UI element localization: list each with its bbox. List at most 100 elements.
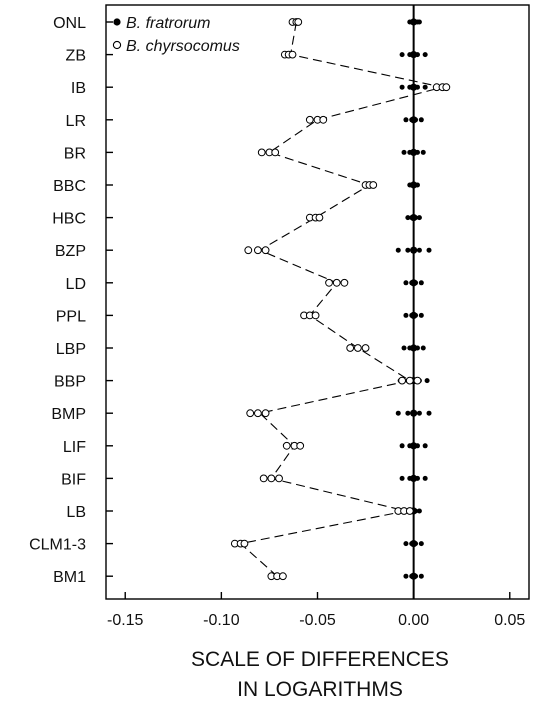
point-fratrorum — [422, 443, 428, 449]
point-chyrsocomus — [240, 539, 249, 548]
point-fratrorum — [399, 475, 405, 481]
point-fratrorum — [424, 378, 430, 384]
legend-label-chyrsocomus: B. chyrsocomus — [126, 38, 240, 55]
point-chyrsocomus — [271, 148, 280, 157]
point-fratrorum-center — [410, 18, 418, 26]
point-chyrsocomus — [244, 246, 253, 255]
point-fratrorum-center — [410, 116, 418, 124]
point-chyrsocomus — [398, 376, 407, 385]
point-fratrorum — [405, 410, 411, 416]
point-fratrorum — [418, 312, 424, 318]
point-chyrsocomus — [296, 441, 305, 450]
point-fratrorum-center — [410, 246, 418, 254]
x-tick-label: 0.00 — [398, 612, 429, 629]
point-chyrsocomus — [261, 409, 270, 418]
point-fratrorum — [418, 541, 424, 547]
y-category-label: HBC — [52, 211, 86, 228]
point-fratrorum — [403, 541, 409, 547]
point-fratrorum — [401, 149, 407, 155]
x-axis-title-line-2: IN LOGARITHMS — [237, 678, 403, 701]
series-line-chyrsocomus — [239, 21, 443, 577]
point-fratrorum — [399, 52, 405, 58]
point-chyrsocomus — [253, 246, 262, 255]
point-fratrorum — [403, 312, 409, 318]
legend-marker-fratrorum — [113, 18, 121, 26]
point-chyrsocomus — [340, 278, 349, 287]
x-tick-label: -0.15 — [107, 612, 144, 629]
point-chyrsocomus — [332, 278, 341, 287]
point-fratrorum — [405, 247, 411, 253]
series-connecting-lines — [239, 21, 443, 577]
x-axis-tick-labels: -0.15 -0.10 -0.05 0.00 0.05 — [107, 612, 525, 629]
point-chyrsocomus — [311, 311, 320, 320]
y-category-label: LB — [66, 504, 86, 521]
legend-marker-chyrsocomus — [112, 40, 122, 50]
point-chyrsocomus — [253, 409, 262, 418]
point-chyrsocomus — [413, 376, 422, 385]
y-category-label: ZB — [66, 48, 86, 65]
y-category-label: LIF — [63, 439, 86, 456]
point-chyrsocomus — [246, 409, 255, 418]
point-chyrsocomus — [278, 572, 287, 581]
point-chyrsocomus — [325, 278, 333, 287]
point-fratrorum — [418, 573, 424, 579]
point-fratrorum — [416, 215, 422, 221]
y-category-label: BMP — [51, 406, 86, 423]
point-fratrorum — [405, 215, 411, 221]
point-fratrorum — [416, 19, 422, 25]
point-chyrsocomus — [353, 344, 362, 352]
x-axis-ticks — [124, 592, 511, 599]
point-fratrorum — [418, 117, 424, 123]
y-category-label: BR — [64, 145, 86, 162]
x-tick-label: -0.10 — [203, 612, 240, 629]
point-fratrorum — [422, 52, 428, 58]
point-fratrorum — [403, 117, 409, 123]
point-fratrorum — [416, 410, 422, 416]
point-fratrorum — [420, 149, 426, 155]
point-fratrorum-center — [410, 83, 418, 91]
point-chyrsocomus — [305, 115, 314, 124]
point-chyrsocomus — [261, 246, 270, 255]
point-fratrorum — [401, 345, 407, 351]
y-category-label: BBP — [54, 374, 86, 391]
x-tick-label: 0.05 — [494, 612, 525, 629]
point-chyrsocomus — [442, 83, 451, 92]
point-fratrorum-center — [410, 214, 418, 222]
point-fratrorum — [403, 573, 409, 579]
point-chyrsocomus — [405, 376, 414, 385]
point-chyrsocomus — [315, 213, 324, 222]
point-fratrorum — [418, 280, 424, 286]
point-fratrorum-center — [410, 344, 418, 352]
point-chyrsocomus — [405, 507, 414, 515]
point-fratrorum — [426, 247, 432, 253]
x-axis-title-line-1: SCALE OF DIFFERENCES — [191, 648, 449, 671]
point-fratrorum-center — [410, 409, 418, 417]
point-fratrorum-center — [410, 181, 418, 189]
point-fratrorum-center — [410, 442, 418, 450]
point-chyrsocomus — [259, 474, 268, 483]
plot-frame — [105, 4, 530, 600]
y-category-label: ONL — [53, 15, 86, 32]
y-category-label: BIF — [61, 471, 86, 488]
legend: B. fratrorum B. chyrsocomus — [112, 15, 240, 55]
y-category-label: BZP — [55, 243, 86, 260]
point-fratrorum-center — [410, 474, 418, 482]
point-fratrorum — [426, 410, 432, 416]
legend-label-fratrorum: B. fratrorum — [126, 15, 210, 32]
y-axis-category-labels: ONL ZB IB LR BR BBC HBC BZP LD PPL LBP BBP BMP LIF BIF… — [29, 15, 86, 586]
y-category-label: CLM1-3 — [29, 537, 86, 554]
point-chyrsocomus — [275, 474, 283, 483]
point-fratrorum — [416, 508, 422, 514]
y-category-label: PPL — [56, 308, 86, 325]
point-fratrorum — [395, 410, 401, 416]
point-chyrsocomus — [282, 441, 291, 450]
y-category-label: BM1 — [53, 569, 86, 586]
point-fratrorum-center — [410, 540, 418, 548]
point-fratrorum — [399, 443, 405, 449]
point-chyrsocomus — [369, 181, 378, 189]
point-chyrsocomus — [294, 18, 303, 26]
point-fratrorum — [422, 84, 428, 90]
point-chyrsocomus — [257, 148, 266, 157]
point-fratrorum-center — [410, 311, 418, 319]
